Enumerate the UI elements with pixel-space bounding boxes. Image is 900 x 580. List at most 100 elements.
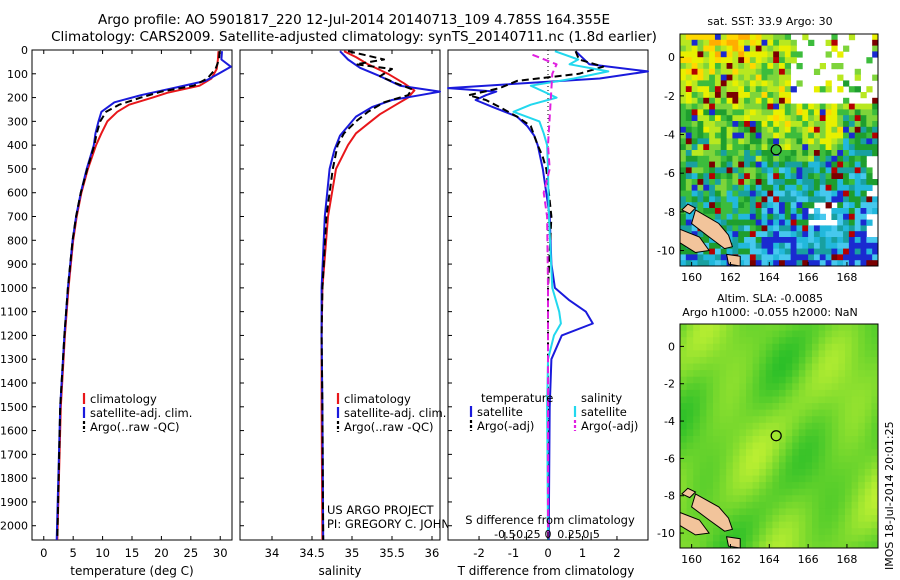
sla-cell [818,534,826,542]
sst-cell [819,225,826,232]
sla-cell [680,330,687,338]
sst-cell [860,208,867,215]
sla-cell [752,350,760,358]
sla-cell [831,442,839,450]
sst-cell [860,173,867,180]
sla-cell [792,403,800,411]
sst-cell [837,184,844,191]
sla-cell [732,343,740,351]
sst-cell [843,196,850,203]
sst-cell [738,155,745,162]
sst-cell [691,167,698,174]
sst-cell [837,254,844,261]
sst-cell [738,184,745,191]
sst-cell [697,51,704,58]
sst-cell [726,150,733,157]
sst-cell [697,57,704,64]
sla-cell [746,350,753,358]
sst-cell [709,97,716,104]
sla-cell [686,324,694,331]
sst-cell [767,161,774,168]
sst-cell [761,34,768,41]
sla-cell [818,442,826,450]
sst-cell [761,254,768,261]
sla-cell [726,363,734,371]
sst-cell [866,103,873,110]
sla-cell [686,363,694,371]
sla-cell [812,534,819,542]
sla-cell [798,449,806,457]
sla-cell [686,356,694,364]
sst-cell [796,173,803,180]
sst-cell [685,225,693,232]
sla-cell [686,350,694,358]
sla-cell [772,534,780,542]
sla-cell [759,416,767,424]
sla-cell [759,337,767,345]
sla-cell [732,403,740,411]
sla-cell [779,462,786,470]
sst-map-xtick-label: 160 [681,271,702,284]
sst-cell [779,208,786,215]
sla-cell [858,455,866,463]
sst-cell [720,63,727,70]
sst-cell [860,231,867,238]
sla-cell [680,383,687,391]
sst-cell [825,254,832,261]
sla-cell [759,482,767,490]
sst-cell [819,63,826,70]
sla-cell [812,416,819,424]
sla-cell [805,356,813,364]
sst-cell [854,237,861,244]
sla-cell [818,324,826,331]
sst-cell [749,132,757,139]
sst-cell [796,109,803,116]
sla-cell [699,409,707,417]
sst-cell [709,86,716,93]
sst-cell [714,184,722,191]
sst-cell [714,34,722,41]
sla-cell [726,403,734,411]
sst-cell [691,63,698,70]
sla-cell [752,330,760,338]
sst-cell [796,254,803,261]
sst-cell [744,155,751,162]
sst-cell [732,45,739,52]
sst-cell [854,86,861,93]
sst-cell [720,254,727,261]
sst-cell [767,86,774,93]
sla-cell [746,442,753,450]
sla-cell [858,508,866,516]
depth-tick-label: 0 [21,44,28,57]
sla-cell [825,324,833,331]
sst-cell [709,190,716,197]
sla-cell [732,501,740,509]
sst-cell [738,231,745,238]
sla-cell [719,528,727,536]
sla-cell [825,462,833,470]
sla-cell [759,488,767,496]
sst-cell [784,219,792,226]
sla-cell [871,363,879,371]
sla-cell [858,495,866,503]
sla-cell [858,350,866,358]
sst-cell [813,242,821,249]
sla-cell [746,521,753,529]
sla-cell [713,396,720,404]
s-difference-xlabel: S difference from climatology [465,513,635,527]
sla-cell [772,396,780,404]
sst-map-title: sat. SST: 33.9 Argo: 30 [707,15,832,28]
sla-cell [726,337,734,345]
sst-cell [790,260,797,267]
sla-cell [719,468,727,476]
sst-cell [685,121,693,128]
sst-cell [848,121,856,128]
sst-cell [680,161,687,168]
sst-cell [703,184,710,191]
sst-cell [813,167,821,174]
pi-annotation: PI: GREGORY C. JOHNSON [327,517,475,531]
sst-cell [796,167,803,174]
sst-cell [825,237,832,244]
sla-cell [812,383,819,391]
sla-cell [812,350,819,358]
